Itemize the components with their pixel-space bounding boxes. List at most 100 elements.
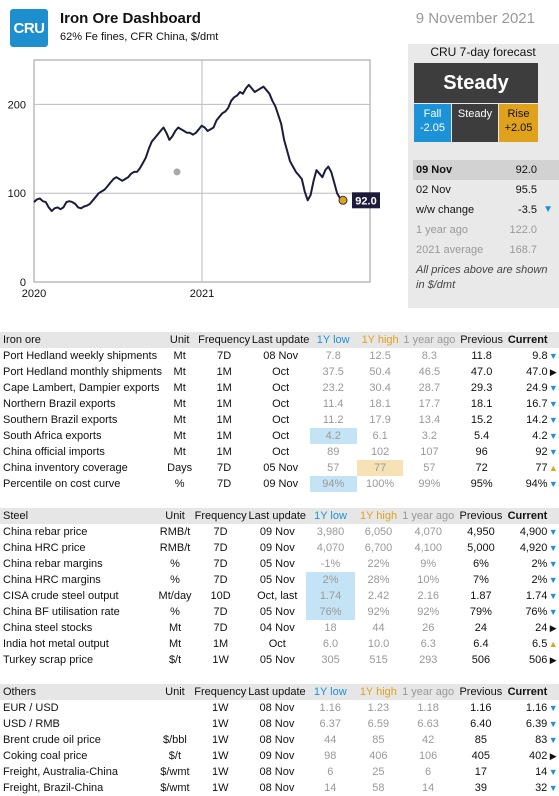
cell-freq: 1M [216,382,232,394]
cell-cur: 24.9 [526,382,548,394]
cell-pr: 5,000 [467,542,495,554]
cell-name: China steel stocks [3,622,93,634]
cell-pr: 6% [472,558,489,570]
cell-cur: 4.2 [532,430,548,442]
cell-cur: 32 [535,782,548,794]
price-value: 92.0 [515,164,537,176]
cell-cur: 2% [531,574,548,586]
cell-ya: 107 [420,446,439,458]
end-label-bg [352,192,380,209]
cell-ya: 2.16 [417,590,439,602]
table-row: China inventory coverage Days 7D 05 Nov 57 77… [0,460,559,476]
cell-ya: 92% [417,606,440,618]
cell-lu: 08 Nov [259,766,295,778]
down-arrow-icon: ▼ [543,204,553,215]
column-header-freq: Frequency [192,684,248,700]
cell-name: Southern Brazil exports [3,414,118,426]
price-label: 09 Nov [416,164,453,176]
cell-lu: 05 Nov [259,606,295,618]
column-header-pr: Previous [454,684,508,700]
cell-unit: % [170,574,180,586]
column-header-cur: Current [507,508,548,524]
cell-name: Freight, Brazil-China [3,782,104,794]
cell-lu: Oct, last [257,590,298,602]
cell-freq: 7D [213,542,228,554]
cell-freq: 1W [211,702,229,714]
cell-lu: 05 Nov [259,574,295,586]
table-row: China rebar margins% 7D 05 Nov -1% 22% 9% 6% 2%… [0,556,559,572]
cell-freq: 7D [213,622,228,634]
cell-pr: 24 [474,622,488,634]
cell-ya: 1.18 [417,702,439,714]
down-arrow-icon: ▼ [548,703,558,713]
cell-unit [157,716,192,732]
cell-name: India hot metal output [3,638,109,650]
cell-hi: 77 [356,460,404,476]
cell-cur: 92 [535,446,548,458]
cell-lu: Oct [272,398,290,410]
cell-cur: 14 [535,766,548,778]
cell-freq: 10D [210,590,231,602]
cell-name: Percentile on cost curve [3,478,121,490]
cell-freq: 1W [211,734,229,746]
cell-freq: 7D [213,574,228,586]
cell-lu: Oct [272,382,290,394]
table-row: Coking coal price $/t 1W 09 Nov 98 406 106 405 4… [0,748,559,764]
cell-lu: 05 Nov [259,558,295,570]
cell-hi: 25 [372,766,385,778]
cell-freq: 1M [216,366,232,378]
price-chart: 0 100 200 2020 2021 92.0 [0,48,405,308]
up-arrow-icon: ▲ [548,639,558,649]
cell-cur: 76% [525,606,548,618]
cell-name: CISA crude steel output [3,590,119,602]
column-header-lo: 1Y low [305,684,355,700]
price-average-row: 2021 average 168.7 [413,240,559,260]
cell-unit: % [170,558,180,570]
cell-lu: 09 Nov [259,750,295,762]
cell-freq: 7D [217,350,232,362]
cell-unit: Mt [173,414,186,426]
price-current-row: 09 Nov 92.0 [413,160,559,180]
cell-ya: 6.3 [420,638,436,650]
cell-freq: 7D [213,606,228,618]
cell-hi: 6.59 [367,718,390,730]
cell-ya: 42 [421,734,435,746]
column-header-ya: 1 year ago [402,508,455,524]
cell-name: Turkey scrap price [3,654,94,666]
cell-lo: 6.0 [322,638,339,650]
highlight-point [173,168,181,176]
price-summary: 09 Nov 92.0 02 Nov 95.5 w/w change -3.5 … [413,160,559,260]
cell-lo: 4.2 [309,428,357,444]
cell-lo: 44 [324,734,337,746]
down-arrow-icon: ▼ [548,383,558,393]
last-point [338,195,348,205]
table-row: Freight, Brazil-China $/wmt 1W 08 Nov 14 58 14… [0,780,559,796]
cell-lu: Oct [272,430,290,442]
table-row: China rebar price RMB/t 7D 09 Nov 3,980 6,050… [0,524,559,540]
cell-cur: 83 [535,734,548,746]
cell-cur: 94% [525,478,548,490]
cell-ya: 99% [418,478,441,490]
cell-hi: 92% [367,606,390,618]
price-label: w/w change [416,204,475,216]
cell-unit: RMB/t [159,526,191,538]
cell-pr: 7% [472,574,489,586]
cell-name: China HRC price [3,542,86,554]
cell-cur: 24 [535,622,548,634]
cell-ya: 6 [425,766,432,778]
cell-freq: 7D [213,526,228,538]
cell-unit [157,700,192,716]
price-previous-row: 02 Nov 95.5 [413,180,559,200]
column-header-freq: Frequency [196,332,252,348]
cell-pr: 18.1 [470,398,493,410]
forecast-title: CRU 7-day forecast [430,45,536,59]
price-line [33,83,344,212]
cell-cur: 6.39 [525,718,548,730]
cell-ya: 14 [421,782,435,794]
price-value: 95.5 [515,184,537,196]
cell-lo: 18 [324,622,337,634]
cell-hi: 100% [366,478,395,490]
section-title: Others [0,684,158,700]
page-subtitle: 62% Fe fines, CFR China, $/dmt [60,31,219,43]
cell-name: China HRC margins [3,574,101,586]
